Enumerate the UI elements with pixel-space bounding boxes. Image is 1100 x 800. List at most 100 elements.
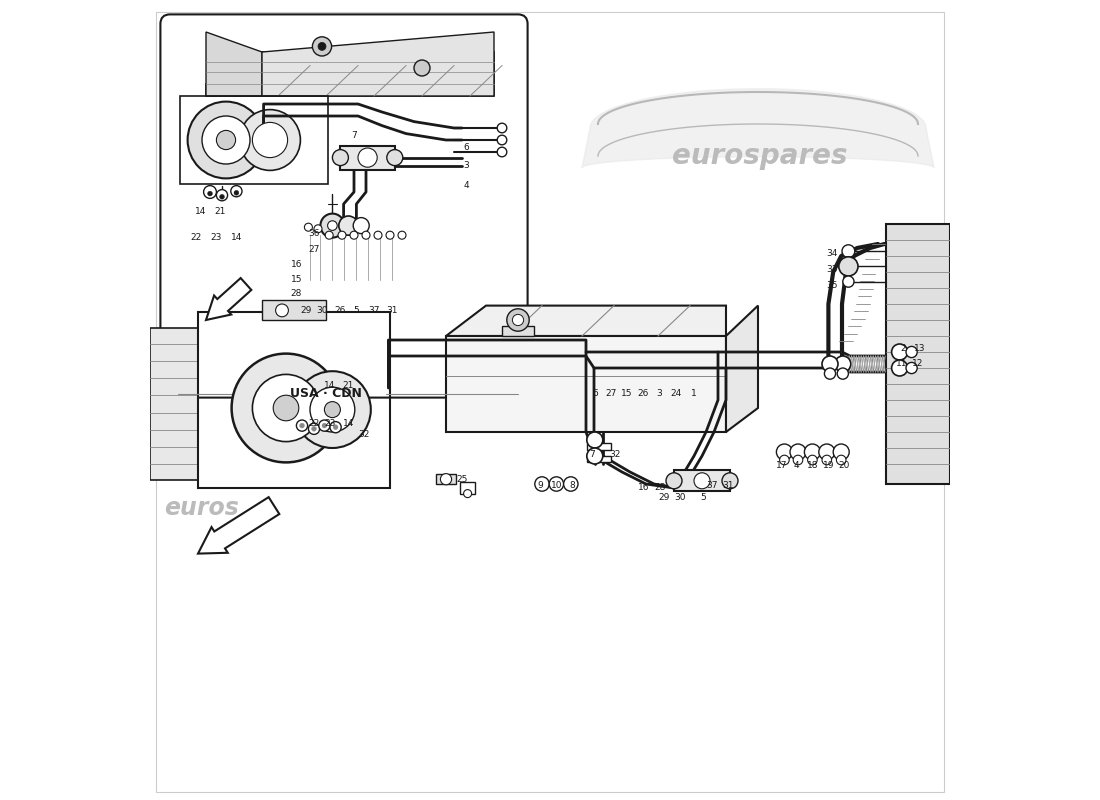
Polygon shape [262,32,494,96]
Text: 31: 31 [723,481,734,490]
Circle shape [892,344,907,360]
Bar [586,456,611,462]
Circle shape [822,455,832,465]
Text: 5: 5 [353,306,360,315]
Text: 6: 6 [463,143,469,153]
Text: 34: 34 [827,249,838,258]
Text: 17: 17 [777,461,788,470]
Circle shape [777,444,792,460]
Bar [586,443,611,450]
Circle shape [240,110,300,170]
FancyBboxPatch shape [161,14,528,398]
Circle shape [204,186,217,198]
Circle shape [232,354,340,462]
Circle shape [234,190,239,195]
Circle shape [318,42,326,50]
Polygon shape [886,224,950,484]
Circle shape [358,148,377,167]
Text: 21: 21 [214,207,227,217]
Text: 7: 7 [351,131,356,141]
Circle shape [333,425,338,430]
Circle shape [350,231,358,239]
Text: 26: 26 [334,306,346,315]
Polygon shape [206,52,494,96]
Text: 37: 37 [368,306,379,315]
Circle shape [586,432,603,448]
Circle shape [320,214,344,238]
Circle shape [319,420,330,431]
Bar [180,96,329,184]
Text: 28: 28 [654,483,667,493]
Bar [340,146,395,170]
Circle shape [326,231,333,239]
Circle shape [296,420,308,431]
Circle shape [252,122,287,158]
Circle shape [822,356,838,372]
Circle shape [824,368,836,379]
Bar [674,470,730,491]
Text: 29: 29 [659,493,670,502]
Text: 19: 19 [823,461,834,470]
Text: 8: 8 [570,481,575,490]
Text: 1: 1 [691,389,697,398]
Circle shape [276,304,288,317]
Text: 15: 15 [621,389,632,398]
Text: 3: 3 [463,161,469,170]
Circle shape [217,130,235,150]
Circle shape [722,473,738,489]
Circle shape [338,231,346,239]
Text: 37: 37 [706,481,718,490]
Text: 6: 6 [592,389,597,398]
Text: 28: 28 [290,289,303,298]
Text: 25: 25 [456,475,468,485]
Circle shape [892,360,907,376]
Circle shape [220,194,224,199]
Text: 21: 21 [342,381,353,390]
Text: 14: 14 [195,207,206,217]
Circle shape [374,231,382,239]
Circle shape [414,60,430,76]
Circle shape [790,444,806,460]
Circle shape [842,245,855,258]
Polygon shape [726,306,758,432]
Circle shape [535,477,549,491]
Text: 30: 30 [674,493,686,502]
Circle shape [804,444,821,460]
Text: 23: 23 [210,233,221,242]
Text: 29: 29 [300,306,311,315]
Text: 5: 5 [701,493,706,502]
Circle shape [324,402,340,418]
Circle shape [906,346,917,358]
Text: 22: 22 [190,233,202,242]
Circle shape [694,473,710,489]
Circle shape [299,423,305,428]
Circle shape [818,444,835,460]
Text: 13: 13 [914,343,925,353]
Circle shape [463,490,472,498]
Text: 18: 18 [806,461,818,470]
Circle shape [273,395,299,421]
Circle shape [188,102,264,178]
Text: 36: 36 [308,229,320,238]
Circle shape [305,223,312,231]
Polygon shape [446,336,726,432]
Circle shape [906,362,917,374]
Text: 33: 33 [827,265,838,274]
Circle shape [362,231,370,239]
Text: 35: 35 [827,281,838,290]
Circle shape [398,231,406,239]
Polygon shape [206,32,262,96]
Circle shape [294,371,371,448]
Circle shape [231,186,242,197]
Circle shape [586,448,603,464]
Text: eurospares: eurospares [672,142,847,170]
Text: 22: 22 [308,419,320,429]
Circle shape [311,426,317,431]
Circle shape [310,387,355,432]
Circle shape [780,455,789,465]
Text: 2: 2 [901,343,906,353]
Circle shape [549,477,563,491]
Circle shape [497,123,507,133]
Circle shape [322,423,327,428]
Circle shape [833,444,849,460]
